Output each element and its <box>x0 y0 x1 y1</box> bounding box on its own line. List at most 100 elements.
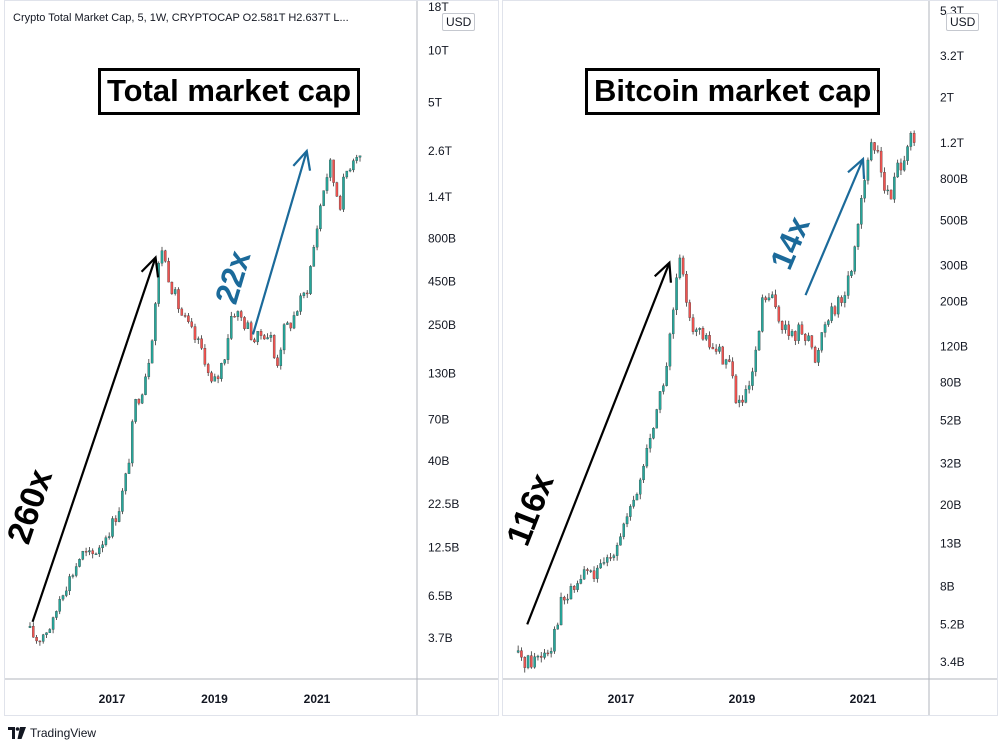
candle-body <box>286 322 289 325</box>
candle-body <box>794 331 797 341</box>
chart-bitcoin-market-cap[interactable]: 5.3T3.2T2T1.2T800B500B300B200B120B80B52B… <box>503 1 998 716</box>
annotation-label: 14x <box>763 211 817 274</box>
candle-body <box>846 275 850 296</box>
candle-body <box>803 334 807 341</box>
candle-body <box>216 376 220 379</box>
chart-panel-bitcoin[interactable]: 5.3T 3.2T 2T 1.2T 800B 500B 300B 200B 120B 80B 52B… <box>502 0 998 716</box>
x-tick-label: 2017 <box>608 692 635 706</box>
candle-body <box>55 611 58 618</box>
candle-body <box>780 321 784 330</box>
candle-body <box>35 637 38 642</box>
candle-body <box>543 652 546 658</box>
annotation-22x: 22x <box>208 148 312 335</box>
candle-body <box>131 421 134 464</box>
y-tick-label: 300B <box>940 259 968 273</box>
candle-body <box>711 347 715 350</box>
candle-body <box>559 596 563 626</box>
candle-body <box>157 263 160 304</box>
candle-body <box>104 537 108 545</box>
candle-body <box>770 294 774 298</box>
annotation-arrow-head <box>140 255 160 278</box>
candle-body <box>312 246 316 267</box>
candle-body <box>866 159 870 181</box>
candle-body <box>767 297 771 301</box>
candle-body <box>526 655 530 668</box>
chart-panel-total[interactable]: 18T 10T 5T 2.6T 1.4T 800B 450B 250B 130B 70B 40B 22… <box>4 0 499 716</box>
chart-title: Total market cap <box>98 68 361 115</box>
candle-body <box>902 160 906 171</box>
annotation-arrow-head <box>292 148 312 171</box>
candle-body <box>678 257 682 278</box>
symbol-info-line: Crypto Total Market Cap, 5, 1W, CRYPTOCA… <box>13 12 349 24</box>
candle-body <box>830 306 833 321</box>
candle-body <box>728 359 731 362</box>
footer-brand[interactable]: TradingView <box>30 726 97 740</box>
candle-body <box>243 317 246 329</box>
candle-body <box>533 656 536 668</box>
candle-body <box>569 586 573 600</box>
candle-body <box>662 385 665 392</box>
y-tick-label: 800B <box>428 232 456 246</box>
candle-body <box>734 375 738 403</box>
candle-body <box>302 292 306 296</box>
candle-body <box>309 266 312 294</box>
candle-body <box>800 324 804 335</box>
chart-total-market-cap[interactable]: 18T 10T 5T 2.6T 1.4T 800B 450B 250B 130B 70B 40B 22… <box>5 1 499 716</box>
candle-body <box>787 324 790 336</box>
candle-body <box>226 338 230 360</box>
candle-body <box>823 324 827 333</box>
candle-body <box>516 650 520 653</box>
candle-body <box>625 516 629 525</box>
candle-body <box>220 363 223 379</box>
candle-body <box>523 657 526 668</box>
candle-body <box>566 598 569 601</box>
x-tick-label: 2019 <box>201 692 228 706</box>
candle-body <box>724 359 728 365</box>
candle-body <box>546 652 550 655</box>
candle-body <box>144 376 147 395</box>
candle-body <box>134 399 137 422</box>
candle-body <box>698 328 701 330</box>
candle-body <box>652 428 655 439</box>
candle-body <box>154 303 157 341</box>
candle-body <box>299 295 302 312</box>
candle-body <box>259 331 263 336</box>
candle-body <box>352 160 355 171</box>
candle-body <box>84 551 88 553</box>
candle-body <box>180 308 184 316</box>
candle-body <box>187 315 190 322</box>
candle-body <box>173 289 177 294</box>
y-tick-label: 2T <box>940 91 955 105</box>
candle-body <box>236 311 240 317</box>
x-tick-label: 2021 <box>850 692 877 706</box>
candle-body <box>51 617 55 630</box>
candle-body <box>269 335 273 338</box>
candle-body <box>71 575 75 577</box>
candle-body <box>197 338 200 340</box>
candle-body <box>289 322 292 329</box>
y-tick-label: 6.5B <box>428 589 453 603</box>
y-tick-label: 8B <box>940 579 955 593</box>
candle-body <box>813 346 817 363</box>
y-tick-label: 80B <box>940 376 961 390</box>
candle-body <box>688 302 691 318</box>
candle-body <box>869 142 873 161</box>
candle-body <box>249 322 253 340</box>
candle-body <box>737 399 741 403</box>
candle-body <box>279 349 283 366</box>
candle-body <box>675 277 678 311</box>
y-tick-label: 250B <box>428 318 456 332</box>
candle-body <box>296 311 299 316</box>
candle-body <box>140 394 144 404</box>
currency-badge[interactable]: USD <box>946 13 980 31</box>
candle-body <box>203 348 207 365</box>
candle-body <box>665 365 668 386</box>
candle-body <box>206 364 210 373</box>
y-tick-label: 70B <box>428 413 449 427</box>
candle-body <box>38 640 42 643</box>
currency-badge[interactable]: USD <box>442 13 476 31</box>
candle-body <box>721 346 724 365</box>
candle-body <box>827 320 830 325</box>
candle-body <box>642 465 645 481</box>
candle-body <box>256 331 259 343</box>
